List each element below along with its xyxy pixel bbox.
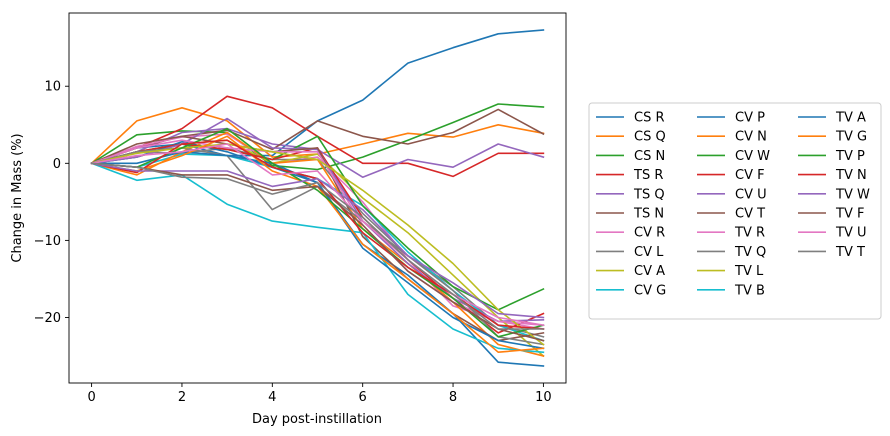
legend-label: TV U bbox=[835, 226, 866, 241]
x-tick-label: 8 bbox=[449, 390, 457, 405]
legend-label: TV Q bbox=[734, 245, 766, 260]
x-axis-ticks: 0 2 4 6 8 10 bbox=[87, 383, 552, 405]
legend-label: CS Q bbox=[634, 130, 666, 145]
legend-label: TV A bbox=[835, 111, 866, 126]
y-axis-ticks: −20 −10 0 10 bbox=[34, 80, 69, 326]
legend-label: TS R bbox=[633, 168, 663, 183]
series-line-2 bbox=[90, 103, 545, 171]
y-axis-label: Change in Mass (%) bbox=[10, 133, 25, 262]
series-line-27 bbox=[90, 162, 545, 330]
legend-label: CV T bbox=[735, 207, 765, 222]
legend-label: CV A bbox=[634, 264, 665, 279]
legend-label: CV P bbox=[735, 111, 765, 126]
legend-label: TV G bbox=[835, 130, 867, 145]
plot-frame bbox=[68, 12, 567, 384]
legend-label: TV T bbox=[835, 245, 865, 260]
legend-label: CS R bbox=[634, 111, 665, 126]
series-line-25 bbox=[90, 162, 545, 342]
legend-label: CV L bbox=[634, 245, 664, 260]
legend-label: TV B bbox=[734, 283, 765, 298]
legend-label: TV F bbox=[835, 207, 864, 222]
legend-label: TV L bbox=[734, 264, 764, 279]
legend-label: TV N bbox=[835, 168, 867, 183]
y-tick-label: −10 bbox=[34, 234, 61, 249]
x-tick-label: 0 bbox=[87, 390, 95, 405]
y-tick-label: 0 bbox=[53, 157, 61, 172]
legend-label: CV R bbox=[634, 226, 665, 241]
legend-label: TV P bbox=[835, 149, 865, 164]
legend-label: CS N bbox=[634, 149, 665, 164]
series-line-16 bbox=[90, 139, 545, 327]
series-line-15 bbox=[90, 135, 545, 342]
plot-lines bbox=[90, 29, 545, 367]
x-tick-label: 2 bbox=[178, 390, 186, 405]
legend-label: CV U bbox=[735, 187, 767, 202]
legend-label: CV G bbox=[634, 283, 666, 298]
series-line-19 bbox=[90, 162, 545, 354]
x-tick-label: 6 bbox=[359, 390, 367, 405]
series-line-23 bbox=[90, 139, 545, 330]
y-tick-label: −20 bbox=[34, 311, 61, 326]
legend-label: TS N bbox=[633, 207, 664, 222]
y-tick-label: 10 bbox=[44, 80, 61, 95]
series-line-12 bbox=[90, 135, 545, 311]
legend: CS R CS Q CS N TS R TS Q TS N CV R CV L CV A CV G… bbox=[588, 102, 882, 320]
legend-label: CV W bbox=[735, 149, 770, 164]
x-tick-label: 10 bbox=[535, 390, 552, 405]
x-axis-label: Day post-instillation bbox=[252, 412, 382, 427]
series-line-26 bbox=[90, 143, 545, 327]
series-line-11 bbox=[90, 131, 545, 357]
legend-items: CS R CS Q CS N TS R TS Q TS N CV R CV L CV A CV G… bbox=[596, 111, 870, 298]
legend-box bbox=[588, 102, 882, 320]
x-tick-label: 4 bbox=[268, 390, 276, 405]
legend-label: CV F bbox=[735, 168, 765, 183]
legend-label: TV W bbox=[835, 187, 870, 202]
series-line-24 bbox=[90, 162, 545, 319]
legend-label: CV N bbox=[735, 130, 767, 145]
series-line-20 bbox=[90, 151, 545, 350]
legend-label: TS Q bbox=[633, 187, 665, 202]
series-line-18 bbox=[90, 143, 545, 346]
legend-label: TV R bbox=[734, 226, 765, 241]
